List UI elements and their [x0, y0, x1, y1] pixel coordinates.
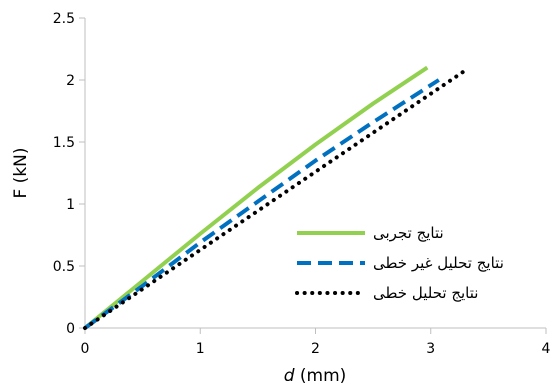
y-tick-label: 1.5 [53, 135, 75, 151]
legend-label-2: نتایج تحلیل غیر خطی [373, 254, 504, 272]
x-tick-label: 4 [542, 341, 551, 357]
x-axis-title: d (mm) [284, 366, 347, 386]
x-axis-title-variable: d [284, 366, 295, 386]
legend: نتایج تجربی نتایج تحلیل غیر خطی نتایج تحلی… [295, 224, 504, 302]
series-layer [83, 65, 470, 330]
x-tick-label: 0 [81, 341, 90, 357]
series-line-3 [83, 66, 470, 330]
y-ticks: 0 0.5 1 1.5 2 2.5 [53, 11, 85, 337]
x-axis-title-unit: (mm) [295, 366, 347, 386]
x-tick-label: 1 [196, 341, 205, 357]
x-ticks: 0 1 2 3 4 [81, 328, 551, 357]
series-line-1 [83, 65, 429, 330]
x-tick-label: 2 [311, 341, 320, 357]
y-tick-label: 0.5 [53, 259, 75, 275]
y-tick-label: 0 [66, 321, 75, 337]
y-tick-label: 1 [66, 197, 75, 213]
y-axis-title: F (kN) [11, 147, 31, 198]
legend-label-3: نتایج تحلیل خطی [373, 284, 478, 302]
legend-label-1: نتایج تجربی [373, 224, 444, 242]
series-line-2 [83, 78, 440, 330]
x-tick-label: 3 [426, 341, 435, 357]
y-tick-label: 2.5 [53, 11, 75, 27]
y-tick-label: 2 [66, 73, 75, 89]
